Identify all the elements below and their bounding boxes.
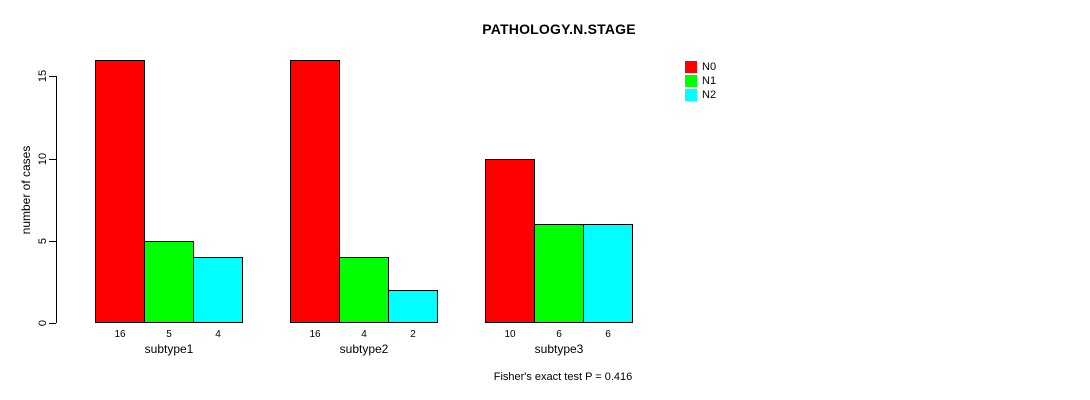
y-tick-label: 15 (37, 69, 49, 83)
bar-subtype3-N2 (583, 224, 633, 323)
legend-swatch-N0 (685, 61, 697, 73)
bar-value-label: 4 (361, 329, 367, 340)
y-axis-line (56, 76, 57, 323)
legend: N0 N1 N2 (685, 60, 716, 102)
bar-subtype2-N2 (388, 290, 438, 323)
y-tick-label: 5 (37, 237, 49, 245)
bar-value-label: 2 (410, 329, 416, 340)
y-tick-mark (49, 241, 56, 242)
bar-subtype3-N1 (534, 224, 584, 323)
legend-swatch-N1 (685, 75, 697, 87)
y-tick-mark (49, 159, 56, 160)
legend-item-N0: N0 (685, 60, 716, 74)
y-tick-label: 10 (37, 152, 49, 166)
bar-subtype1-N1 (144, 241, 194, 323)
bar-value-label: 6 (605, 329, 611, 340)
bar-subtype2-N1 (339, 257, 389, 323)
legend-label: N0 (702, 61, 717, 73)
y-tick-mark (49, 323, 56, 324)
legend-label: N2 (702, 89, 717, 101)
bar-value-label: 4 (215, 329, 221, 340)
legend-swatch-N2 (685, 89, 697, 101)
x-category-label: subtype1 (144, 342, 194, 356)
bar-value-label: 16 (114, 329, 126, 340)
x-category-label: subtype3 (534, 342, 584, 356)
bar-value-label: 6 (556, 329, 562, 340)
bar-subtype2-N0 (290, 60, 340, 323)
bar-value-label: 5 (166, 329, 172, 340)
legend-label: N1 (702, 75, 717, 87)
bar-value-label: 10 (504, 329, 516, 340)
y-tick-mark (49, 76, 56, 77)
legend-item-N2: N2 (685, 88, 716, 102)
bar-subtype1-N2 (193, 257, 243, 323)
x-category-label: subtype2 (339, 342, 389, 356)
legend-item-N1: N1 (685, 74, 716, 88)
y-tick-label: 0 (37, 319, 49, 327)
bar-value-label: 16 (309, 329, 321, 340)
chart-title: PATHOLOGY.N.STAGE (482, 21, 636, 37)
bar-subtype3-N0 (485, 159, 535, 323)
y-axis-title: number of cases (19, 145, 33, 235)
bar-subtype1-N0 (95, 60, 145, 323)
fisher-test-annotation: Fisher's exact test P = 0.416 (493, 371, 633, 383)
